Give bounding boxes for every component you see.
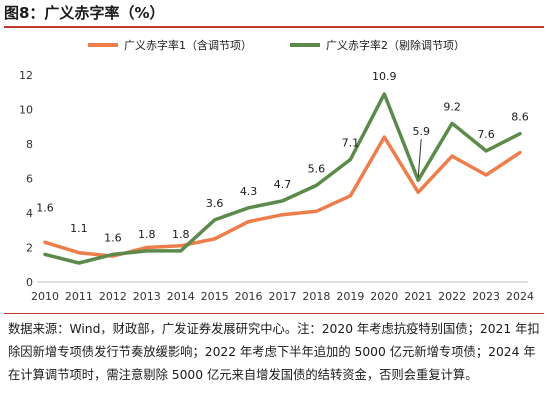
data-label: 1.6 — [36, 201, 54, 214]
data-labels: 1.6 1.1 1.6 1.8 1.8 3.6 4.3 4.7 5.6 7.1 10.9 5.9 9.2… — [36, 70, 529, 244]
x-tick-label: 2021 — [404, 290, 432, 303]
x-tick-label: 2013 — [133, 290, 161, 303]
y-tick-label: 8 — [26, 138, 33, 151]
data-label: 1.1 — [70, 222, 88, 235]
x-tick-label: 2010 — [31, 290, 59, 303]
series-2-point — [112, 253, 114, 256]
series-1-point — [383, 136, 386, 138]
series-2-point — [349, 158, 352, 161]
y-tick-label: 6 — [26, 173, 33, 186]
series-2-point — [451, 122, 453, 125]
series-1-point — [349, 194, 352, 197]
y-axis: 0 2 4 6 8 10 12 — [19, 69, 33, 289]
data-label: 1.6 — [104, 231, 122, 244]
data-label: 8.6 — [511, 111, 529, 124]
data-label: 7.6 — [477, 128, 495, 141]
series-2-point — [213, 219, 216, 221]
series-2-point — [417, 179, 420, 182]
series-1-point — [44, 241, 46, 244]
data-label-leader — [417, 139, 422, 178]
series-1-point — [485, 174, 487, 176]
y-tick-label: 2 — [26, 242, 33, 255]
series-2-point — [247, 207, 250, 209]
x-tick-label: 2016 — [235, 290, 263, 303]
data-label: 3.6 — [206, 197, 224, 210]
series-2-point — [179, 250, 182, 252]
x-tick-label: 2022 — [438, 290, 466, 303]
series-1-point — [179, 244, 182, 247]
data-label: 9.2 — [443, 100, 461, 113]
title-divider — [4, 26, 544, 28]
data-label: 5.6 — [308, 162, 326, 175]
x-tick-label: 2011 — [65, 290, 93, 303]
line-chart: 广义赤字率1（含调节项） 广义赤字率2（剔除调节项） 0 2 4 6 8 10 12 2010… — [19, 38, 534, 303]
x-tick-label: 2024 — [506, 290, 534, 303]
x-axis: 2010 2011 2012 2013 2014 2015 2016 2017 2018 2019… — [31, 281, 534, 303]
series-1-point — [78, 251, 80, 254]
series-2-point — [145, 250, 148, 252]
x-tick-label: 2018 — [302, 290, 330, 303]
y-tick-label: 10 — [19, 104, 33, 117]
series-1-point — [247, 220, 250, 223]
data-label: 1.8 — [138, 228, 156, 241]
series-2-point — [383, 93, 386, 95]
data-label: 1.8 — [172, 228, 190, 241]
series-group — [43, 92, 522, 265]
series-1-point — [417, 191, 420, 194]
series-2-point — [519, 132, 521, 135]
data-label: 4.3 — [240, 185, 258, 198]
legend-label-1: 广义赤字率1（含调节项） — [124, 38, 252, 52]
series-2-point — [44, 253, 46, 256]
data-label: 10.9 — [372, 70, 397, 83]
x-tick-label: 2019 — [336, 290, 364, 303]
series-1-point — [315, 210, 318, 213]
x-tick-label: 2023 — [472, 290, 500, 303]
series-2-point — [485, 150, 487, 152]
legend-label-2: 广义赤字率2（剔除调节项） — [326, 38, 465, 52]
series-2-point — [315, 184, 318, 187]
series-2-point — [78, 262, 80, 264]
data-label: 5.9 — [412, 125, 430, 138]
chart-legend: 广义赤字率1（含调节项） 广义赤字率2（剔除调节项） — [88, 38, 465, 52]
x-tick-label: 2014 — [167, 290, 195, 303]
x-tick-label: 2017 — [269, 290, 297, 303]
source-note: 数据来源：Wind，财政部，广发证券发展研究中心。注：2020 年考虑抗疫特别国… — [8, 322, 540, 382]
data-label: 4.7 — [274, 178, 292, 191]
series-1-point — [519, 151, 521, 154]
x-tick-label: 2015 — [201, 290, 229, 303]
series-1-point — [451, 155, 453, 157]
x-tick-label: 2020 — [370, 290, 398, 303]
series-1-point — [145, 246, 148, 249]
y-tick-label: 12 — [19, 69, 33, 82]
y-tick-label: 0 — [26, 276, 33, 289]
y-tick-label: 4 — [26, 207, 33, 220]
series-1-point — [213, 238, 216, 240]
figure-title: 图8：广义赤字率（%） — [4, 4, 165, 22]
series-2-point — [281, 200, 284, 202]
data-label: 7.1 — [342, 137, 360, 150]
series-1-point — [281, 213, 284, 216]
footer-divider — [4, 313, 544, 314]
x-tick-label: 2012 — [99, 290, 127, 303]
